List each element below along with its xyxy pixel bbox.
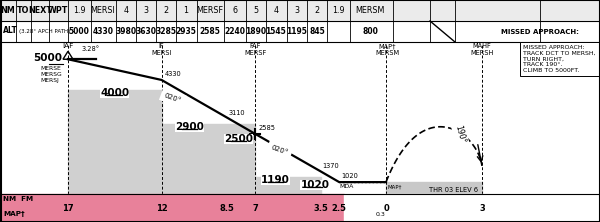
Text: 2900: 2900	[175, 122, 204, 132]
Bar	[0, 194, 344, 222]
Text: 1020: 1020	[341, 173, 358, 179]
Text: WPT: WPT	[48, 6, 68, 15]
Text: (3.28° APCH PATH): (3.28° APCH PATH)	[19, 29, 70, 34]
Text: 3110: 3110	[229, 110, 245, 116]
Text: 1190: 1190	[261, 175, 290, 185]
Text: IF
MERSI: IF MERSI	[151, 43, 172, 56]
Text: 0: 0	[383, 204, 389, 212]
Text: 2935: 2935	[176, 27, 196, 36]
Text: ALT: ALT	[3, 26, 18, 35]
Text: 3285: 3285	[155, 27, 176, 36]
Bar	[68, 90, 161, 194]
Text: 1.9: 1.9	[332, 6, 344, 15]
Text: 2240: 2240	[224, 27, 245, 36]
Text: FAF
MERSF: FAF MERSF	[244, 43, 266, 56]
Text: IAF: IAF	[62, 43, 74, 49]
Text: MDA: MDA	[340, 184, 354, 189]
Text: MERSE
MERSG
MERSJ: MERSE MERSG MERSJ	[40, 66, 62, 83]
Text: 020°: 020°	[270, 145, 289, 156]
Text: NM: NM	[1, 6, 16, 15]
Text: TO: TO	[17, 6, 29, 15]
Bar	[344, 194, 600, 222]
Text: MAP†: MAP†	[3, 211, 25, 217]
Text: 1: 1	[184, 6, 188, 15]
Bar	[0, 0, 600, 21]
Text: 12: 12	[155, 204, 167, 212]
Text: MERSM: MERSM	[355, 6, 385, 15]
Text: 2500: 2500	[224, 135, 253, 145]
Text: 2.5: 2.5	[332, 204, 347, 212]
Bar	[255, 177, 320, 194]
Text: NM  FM: NM FM	[3, 196, 33, 202]
Text: 7: 7	[252, 204, 258, 212]
Text: MAHF
MERSH: MAHF MERSH	[470, 43, 494, 56]
Text: MAP†: MAP†	[387, 184, 401, 189]
Bar	[161, 124, 255, 194]
Bar	[0, 21, 600, 42]
Text: 2: 2	[163, 6, 169, 15]
Text: 1020: 1020	[301, 180, 329, 190]
Text: 1890: 1890	[245, 27, 266, 36]
Text: 4: 4	[274, 6, 278, 15]
Text: 0.3: 0.3	[376, 212, 385, 217]
Text: 800: 800	[362, 27, 378, 36]
Text: 4330: 4330	[164, 71, 181, 77]
Text: 3.5: 3.5	[313, 204, 328, 212]
Text: 3980: 3980	[115, 27, 137, 36]
Text: MISSED APPROACH:: MISSED APPROACH:	[501, 28, 579, 34]
Text: 845: 845	[309, 27, 325, 36]
Text: 2: 2	[314, 6, 320, 15]
Text: 3: 3	[479, 204, 485, 212]
Text: MERSI: MERSI	[91, 6, 115, 15]
Text: THR 03 ELEV 6: THR 03 ELEV 6	[429, 187, 478, 193]
Text: 4000: 4000	[100, 88, 130, 98]
Text: 3: 3	[143, 6, 149, 15]
Text: NEXT: NEXT	[28, 6, 52, 15]
Text: 2585: 2585	[258, 125, 275, 131]
Bar	[386, 182, 482, 194]
Text: 190°: 190°	[453, 124, 467, 144]
Text: 020°: 020°	[164, 92, 182, 104]
Text: 1370: 1370	[323, 163, 339, 169]
Bar	[0, 42, 600, 194]
Text: 5000: 5000	[33, 53, 62, 63]
Bar	[455, 21, 600, 42]
Text: 3: 3	[295, 6, 299, 15]
Text: 8.5: 8.5	[220, 204, 235, 212]
Text: 5000: 5000	[68, 27, 89, 36]
Text: 17: 17	[62, 204, 74, 212]
Text: 4: 4	[124, 6, 128, 15]
Text: 1.9: 1.9	[73, 6, 85, 15]
Text: 1195: 1195	[287, 27, 307, 36]
Text: 3630: 3630	[136, 27, 157, 36]
Text: MAP†
MERSM: MAP† MERSM	[375, 43, 399, 56]
Text: 5: 5	[253, 6, 259, 15]
Text: 4330: 4330	[92, 27, 113, 36]
Text: MERSF: MERSF	[197, 6, 223, 15]
Text: 1545: 1545	[266, 27, 286, 36]
Text: 3.28°: 3.28°	[82, 46, 100, 52]
Text: MISSED APPROACH:
TRACK DCT TO MERSH,
TURN RIGHT,
TRACK 190°.
CLIMB TO 5000FT.: MISSED APPROACH: TRACK DCT TO MERSH, TUR…	[523, 45, 596, 73]
Text: 6: 6	[233, 6, 238, 15]
Text: 2585: 2585	[200, 27, 220, 36]
